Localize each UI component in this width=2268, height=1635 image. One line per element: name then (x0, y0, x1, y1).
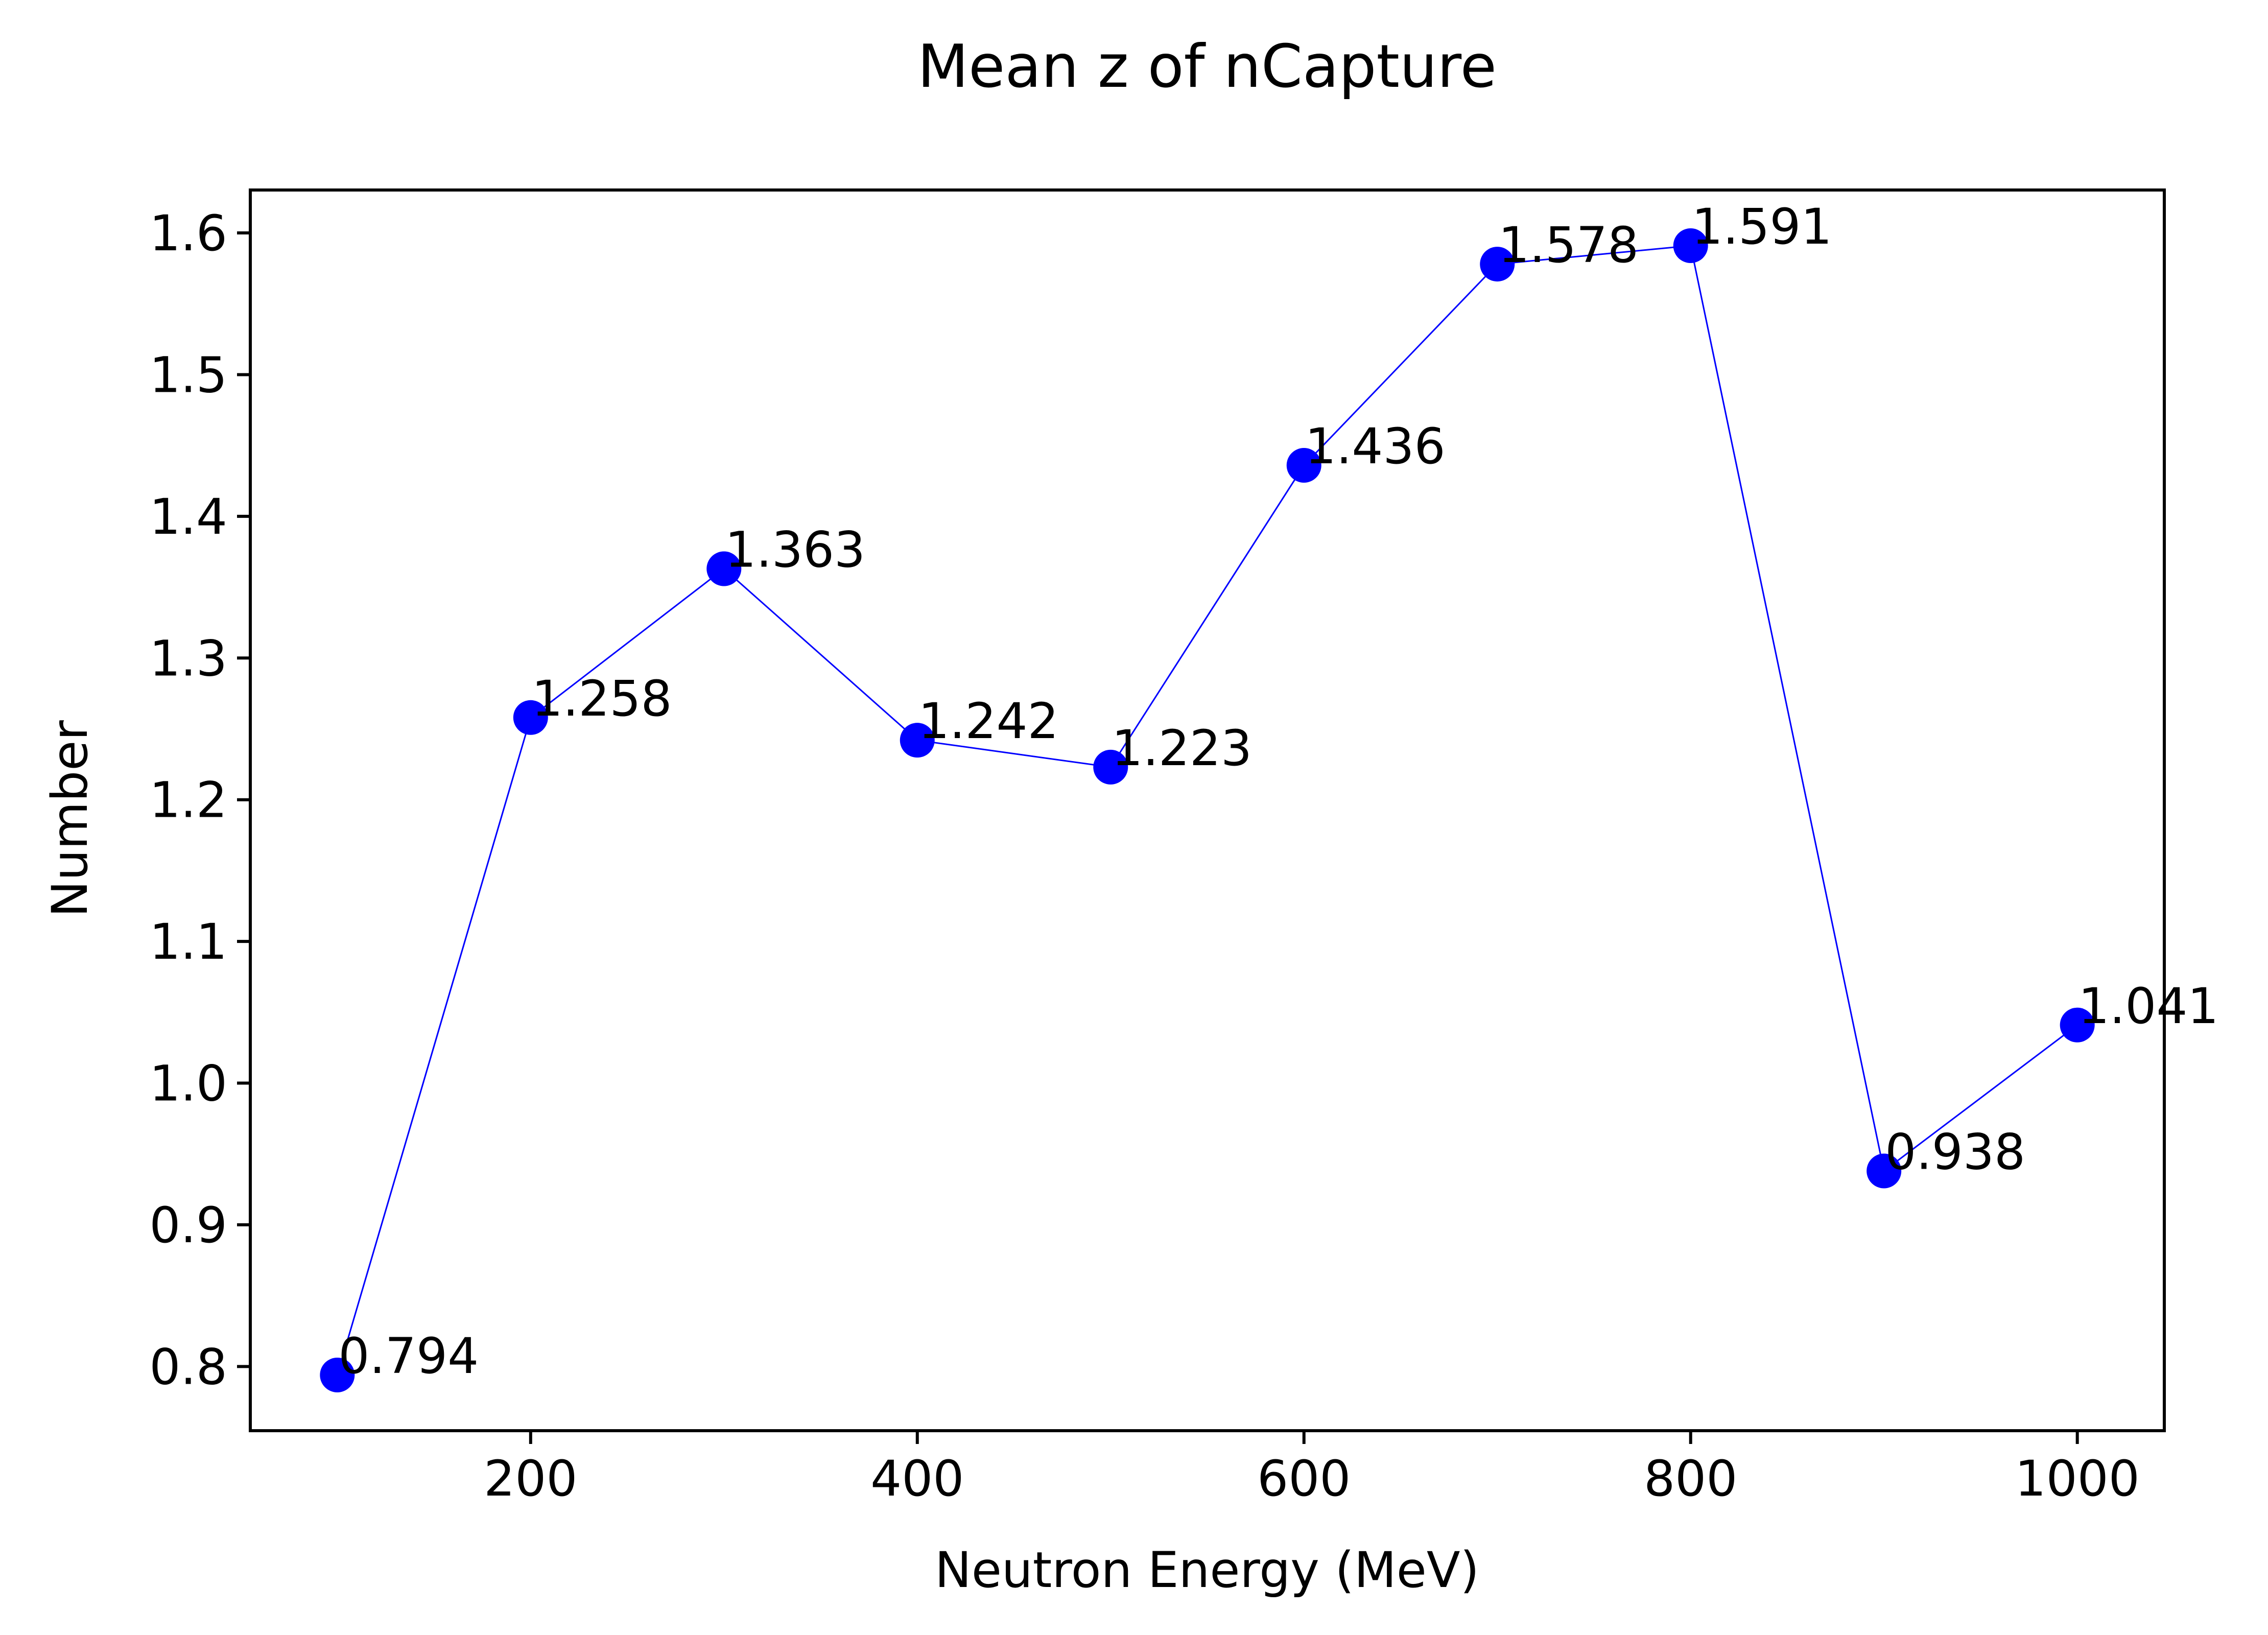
y-tick-label: 1.4 (149, 488, 227, 546)
data-point (706, 551, 742, 586)
y-tick-label: 0.8 (149, 1338, 227, 1395)
y-tick-label: 1.2 (149, 772, 227, 829)
axes-frame (249, 188, 2166, 1432)
x-axis-label: Neutron Energy (MeV) (935, 1542, 1479, 1599)
data-point (1286, 448, 1321, 483)
data-point (513, 700, 548, 735)
y-axis-label: Number (41, 720, 99, 917)
series-line (336, 245, 2078, 1376)
chart-title: Mean z of nCapture (917, 32, 1497, 101)
x-tick-label: 1000 (2015, 1450, 2140, 1507)
data-label: 1.363 (725, 522, 865, 579)
data-point (2060, 1007, 2095, 1042)
y-tick-label: 1.1 (149, 913, 227, 970)
x-tick-label: 800 (1644, 1450, 1737, 1507)
data-point (320, 1357, 355, 1392)
data-label: 1.578 (1498, 217, 1639, 274)
data-label: 0.794 (338, 1328, 479, 1385)
data-label: 1.436 (1305, 418, 1446, 475)
data-point (900, 723, 935, 758)
data-point (1093, 749, 1128, 785)
x-tick-label: 400 (870, 1450, 964, 1507)
data-label: 1.242 (918, 693, 1059, 750)
data-label: 1.223 (1112, 720, 1252, 777)
data-label: 1.258 (532, 670, 672, 727)
x-tick-label: 600 (1257, 1450, 1351, 1507)
plot-area: 200 400 600 800 1000 0.8 0.9 1.0 1.1 1.2 1.3 1.4 1.5… (149, 188, 2219, 1507)
data-label: 1.591 (1692, 198, 1832, 255)
y-tick-label: 1.3 (149, 630, 227, 687)
data-point (1867, 1153, 1902, 1189)
data-point (1480, 247, 1515, 282)
y-tick-label: 1.6 (149, 205, 227, 262)
y-tick-label: 1.5 (149, 346, 227, 404)
data-label: 0.938 (1885, 1124, 2025, 1181)
x-tick-label: 200 (484, 1450, 577, 1507)
data-point (1673, 228, 1708, 264)
y-tick-label: 0.9 (149, 1197, 227, 1254)
data-label: 1.041 (2078, 978, 2219, 1035)
y-tick-label: 1.0 (149, 1055, 227, 1112)
